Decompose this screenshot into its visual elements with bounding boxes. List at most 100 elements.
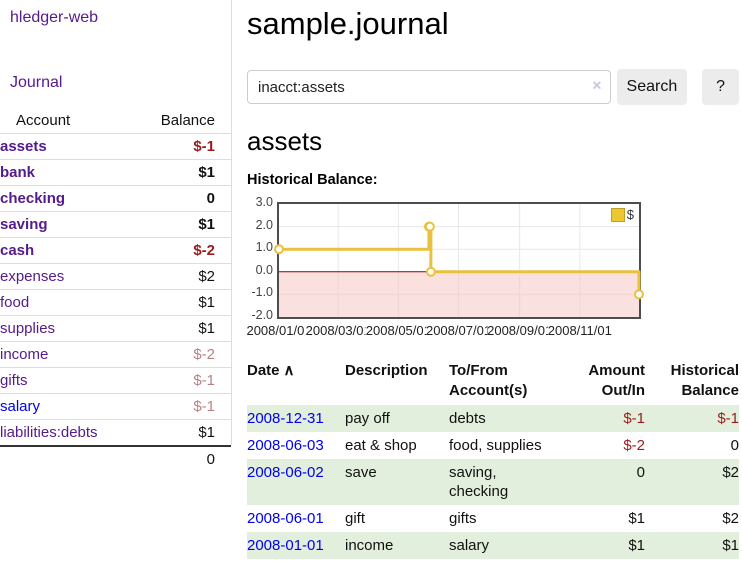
account-row: liabilities:debts $1 <box>0 419 231 446</box>
transaction-amount: $1 <box>553 532 645 559</box>
main-content: sample.journal × Search ? assets Histori… <box>246 0 739 559</box>
account-link[interactable]: salary <box>0 398 41 415</box>
transaction-accounts: food, supplies <box>449 437 542 454</box>
transaction-date-link[interactable]: 2008-12-31 <box>247 410 324 427</box>
search-button[interactable]: Search <box>616 69 688 105</box>
transactions-table: Date ∧ Description To/From Account(s) Amo… <box>247 359 739 559</box>
transaction-accounts: gifts <box>449 510 477 527</box>
chart-title: Historical Balance: <box>247 172 378 188</box>
account-link[interactable]: income <box>0 346 49 363</box>
transaction-row: 2008-06-03 eat & shop food, supplies $-2 0 <box>247 432 739 459</box>
y-axis-tick-label: 0.0 <box>255 262 273 277</box>
account-link[interactable]: supplies <box>0 320 56 337</box>
transaction-amount: 0 <box>553 459 645 505</box>
account-balance: $1 <box>134 289 231 316</box>
date-header-label: Date <box>247 362 280 379</box>
transaction-row: 2008-01-01 income salary $1 $1 <box>247 532 739 559</box>
app-title-link[interactable]: hledger-web <box>10 9 99 26</box>
transaction-description: gift <box>345 510 366 527</box>
transaction-row: 2008-12-31 pay off debts $-1 $-1 <box>247 405 739 432</box>
transaction-date-link[interactable]: 2008-06-03 <box>247 437 324 454</box>
historical-balance-chart: 3.0 2.0 1.0 0.0 -1.0 -2.0 $ 2008/01/01 2008/03… <box>246 195 739 338</box>
account-row: cash $-2 <box>0 237 231 264</box>
account-link[interactable]: saving <box>0 216 48 233</box>
transaction-date-link[interactable]: 2008-01-01 <box>247 537 324 554</box>
account-row: expenses $2 <box>0 263 231 290</box>
transaction-description: income <box>345 532 449 559</box>
search-input-wrap: × <box>247 70 611 104</box>
x-axis-tick-label: 2008/09/01 <box>487 323 553 338</box>
account-balance: $1 <box>134 315 231 342</box>
x-axis-tick-label: 2008/03/01 <box>305 323 371 338</box>
balance-column-header: Balance <box>160 112 215 129</box>
transaction-balance: $2 <box>722 510 739 527</box>
account-link[interactable]: liabilities:debts <box>0 424 98 441</box>
account-link[interactable]: checking <box>0 190 66 207</box>
transaction-amount: $-1 <box>553 405 645 432</box>
account-link[interactable]: food <box>0 294 30 311</box>
account-row: food $1 <box>0 289 231 316</box>
account-row: bank $1 <box>0 159 231 186</box>
accounts-total-row: 0 <box>0 445 231 472</box>
sort-ascending-icon: ∧ <box>283 362 295 379</box>
account-link[interactable]: bank <box>0 164 36 181</box>
x-axis-tick-label: 2008/01/01 <box>246 323 312 338</box>
accounts-column-header2: To/From Account(s) <box>449 362 528 399</box>
account-balance: $1 <box>134 211 231 238</box>
transaction-row: 2008-06-01 gift gifts $1 $2 <box>247 505 739 532</box>
transaction-date-link[interactable]: 2008-06-01 <box>247 510 324 527</box>
account-link[interactable]: gifts <box>0 372 28 389</box>
account-balance: $1 <box>134 159 231 186</box>
account-balance: $-2 <box>134 237 231 264</box>
account-row: assets $-1 <box>0 133 231 160</box>
account-balance: $-1 <box>134 367 231 394</box>
account-heading: assets <box>247 126 323 156</box>
page-title: sample.journal <box>247 6 449 41</box>
account-link[interactable]: expenses <box>0 268 65 285</box>
account-balance: $-2 <box>134 341 231 368</box>
account-balance: 0 <box>134 185 231 212</box>
accounts-table: Account Balance assets $-1 bank $1 checking 0… <box>0 109 231 472</box>
chart-canvas <box>274 204 644 317</box>
transaction-balance: 0 <box>730 437 739 454</box>
transaction-description: save <box>345 459 449 505</box>
account-row: income $-2 <box>0 341 231 368</box>
y-axis-tick-label: 2.0 <box>255 217 273 232</box>
chart-plot-area: $ <box>274 202 644 319</box>
transaction-accounts: salary <box>449 532 553 559</box>
account-row: supplies $1 <box>0 315 231 342</box>
accounts-total-value: 0 <box>134 445 231 472</box>
date-column-header[interactable]: Date ∧ <box>247 359 345 405</box>
search-input[interactable] <box>247 70 611 104</box>
sidebar: hledger-web Journal Account Balance asse… <box>0 0 232 472</box>
x-axis-tick-label: 2008/11/01 <box>547 323 612 338</box>
amount-column-header: Amount Out/In <box>588 362 645 399</box>
help-button[interactable]: ? <box>702 69 739 105</box>
account-row: saving $1 <box>0 211 231 238</box>
account-link[interactable]: cash <box>0 242 35 259</box>
transaction-accounts: saving, checking <box>449 459 553 505</box>
account-row: gifts $-1 <box>0 367 231 394</box>
account-row: salary $-1 <box>0 393 231 420</box>
y-axis-tick-label: -1.0 <box>251 285 273 300</box>
transaction-accounts: debts <box>449 405 553 432</box>
description-column-header: Description <box>345 362 428 379</box>
clear-search-icon[interactable]: × <box>592 77 602 95</box>
sidebar-item-journal[interactable]: Journal <box>10 74 63 91</box>
account-link[interactable]: assets <box>0 138 47 155</box>
transaction-description: eat & shop <box>345 437 417 454</box>
transaction-balance: $-1 <box>645 405 739 432</box>
chart-legend: $ <box>610 207 634 222</box>
transaction-date-link[interactable]: 2008-06-02 <box>247 464 324 481</box>
account-balance: $2 <box>134 263 231 290</box>
transaction-amount: $1 <box>628 510 645 527</box>
historical-balance-column-header: Historical Balance <box>670 362 739 399</box>
account-balance: $-1 <box>134 133 231 160</box>
x-axis-tick-label: 2008/07/01 <box>425 323 492 338</box>
y-axis-tick-label: 1.0 <box>255 240 273 255</box>
y-axis-tick-label: 3.0 <box>255 195 273 209</box>
transaction-balance: $1 <box>645 532 739 559</box>
y-axis-tick-label: -2.0 <box>251 308 273 322</box>
chart-x-axis-labels: 2008/01/01 2008/03/01 2008/05/01 2008/07/01… <box>246 323 639 338</box>
account-balance: $1 <box>134 419 231 446</box>
